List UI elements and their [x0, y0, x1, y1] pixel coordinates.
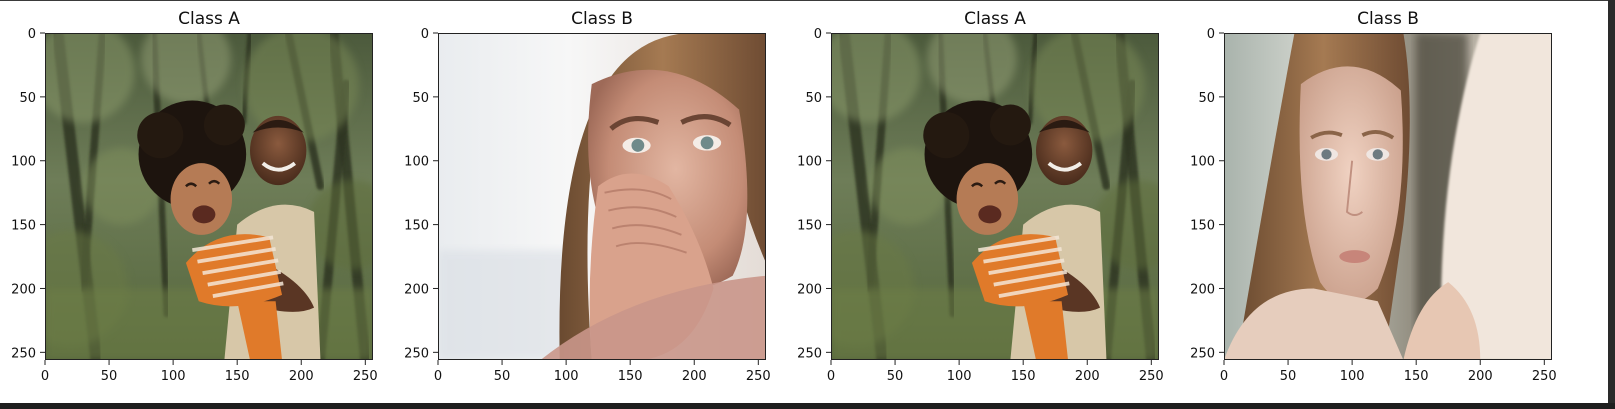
y-tick-label: 100	[797, 155, 822, 170]
window-right-edge	[1608, 0, 1615, 409]
father-and-laughing-child-outdoors-image	[831, 33, 1159, 360]
x-tick-label: 250	[353, 369, 378, 384]
y-tick-label: 150	[797, 219, 822, 234]
axes-frame	[45, 33, 373, 360]
x-tick-label: 0	[41, 369, 49, 384]
y-tick-label: 250	[797, 346, 822, 361]
y-tick-label: 50	[805, 91, 822, 106]
x-tick-label: 50	[101, 369, 118, 384]
x-tick-label: 150	[1011, 369, 1036, 384]
x-tick-label: 200	[289, 369, 314, 384]
x-tick-label: 200	[682, 369, 707, 384]
subplot-title: Class A	[964, 9, 1026, 29]
y-tick-label: 50	[19, 91, 36, 106]
y-tick-label: 150	[1190, 219, 1215, 234]
y-tick-label: 250	[1190, 346, 1215, 361]
subplot-title: Class B	[1357, 9, 1419, 29]
woman-covering-mouth-worried-image	[438, 33, 766, 360]
window-bottom-edge	[0, 403, 1615, 409]
x-tick-label: 150	[1404, 369, 1429, 384]
subplot-2: Class B 0 50 100 150 200 250 0 50 100 150 200 250	[404, 9, 771, 384]
father-and-laughing-child-outdoors-image	[45, 33, 373, 360]
sad-young-woman-long-hair-image	[1224, 33, 1552, 360]
x-tick-label: 100	[947, 369, 972, 384]
y-tick-label: 0	[28, 27, 36, 42]
y-tick-label: 0	[814, 27, 822, 42]
x-tick-label: 200	[1075, 369, 1100, 384]
x-tick-label: 250	[746, 369, 771, 384]
axes-frame	[438, 33, 766, 360]
y-tick-label: 150	[11, 219, 36, 234]
y-tick-label: 0	[1207, 27, 1215, 42]
y-tick-label: 50	[412, 91, 429, 106]
x-tick-label: 100	[554, 369, 579, 384]
x-tick-label: 0	[1220, 369, 1228, 384]
x-tick-label: 0	[827, 369, 835, 384]
y-tick-label: 200	[1190, 282, 1215, 297]
x-tick-label: 0	[434, 369, 442, 384]
x-tick-label: 200	[1468, 369, 1493, 384]
y-tick-label: 50	[1198, 91, 1215, 106]
y-tick-label: 200	[797, 282, 822, 297]
x-tick-label: 50	[1280, 369, 1297, 384]
x-tick-label: 150	[618, 369, 643, 384]
x-tick-label: 250	[1532, 369, 1557, 384]
window-top-edge	[0, 0, 1608, 1]
y-tick-label: 100	[404, 155, 429, 170]
subplot-1: Class A 0 50 100 150 200 250 0 50 100 150 200 250	[11, 9, 378, 384]
y-tick-label: 250	[404, 346, 429, 361]
subplot-title: Class A	[178, 9, 240, 29]
subplot-3: Class A 0 50 100 150 200 250 0 50 100 150 200 250	[797, 9, 1164, 384]
y-tick-label: 200	[11, 282, 36, 297]
subplot-title: Class B	[571, 9, 633, 29]
subplot-4: Class B 0 50 100 150 200 250 0 50 100 150 200 250	[1190, 9, 1557, 384]
x-tick-label: 250	[1139, 369, 1164, 384]
x-tick-label: 50	[494, 369, 511, 384]
axes-frame	[1224, 33, 1552, 360]
y-tick-label: 150	[404, 219, 429, 234]
y-tick-label: 100	[11, 155, 36, 170]
x-tick-label: 100	[1340, 369, 1365, 384]
y-tick-label: 250	[11, 346, 36, 361]
axes-frame	[831, 33, 1159, 360]
y-tick-label: 200	[404, 282, 429, 297]
y-tick-label: 0	[421, 27, 429, 42]
x-tick-label: 50	[887, 369, 904, 384]
x-tick-label: 100	[161, 369, 186, 384]
x-tick-label: 150	[225, 369, 250, 384]
y-tick-label: 100	[1190, 155, 1215, 170]
